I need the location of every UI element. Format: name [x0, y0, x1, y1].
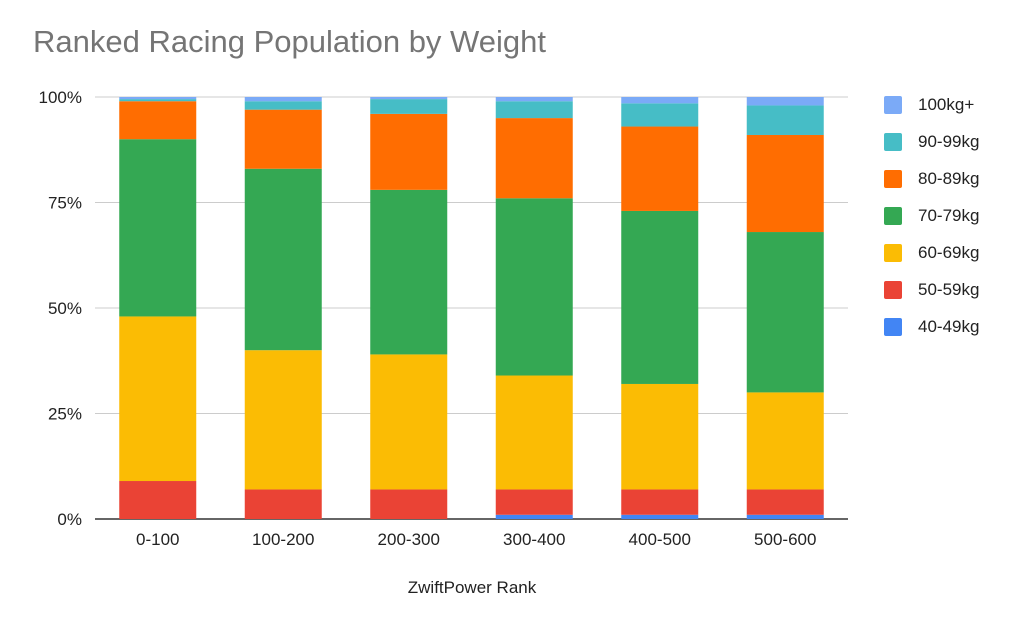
bar-segment — [495, 101, 573, 119]
bar-segment — [621, 514, 699, 519]
legend-swatch — [884, 169, 902, 188]
legend-item: 50-59kg — [884, 271, 979, 308]
bar-segment — [370, 189, 448, 355]
legend-label: 100kg+ — [918, 94, 975, 114]
bars — [119, 97, 824, 519]
bar-segment — [370, 113, 448, 190]
bar-segment — [495, 375, 573, 490]
legend-swatch — [884, 95, 902, 114]
legend-swatch — [884, 280, 902, 299]
bar-segment — [119, 101, 197, 140]
legend-item: 40-49kg — [884, 308, 979, 345]
y-axis-ticks: 0% 25% 50% 75% 100% — [39, 88, 82, 529]
bar-segment — [746, 134, 824, 233]
legend-item: 90-99kg — [884, 123, 979, 160]
x-tick-label: 200-300 — [378, 530, 440, 549]
bar-segment — [495, 489, 573, 515]
bar-segment — [370, 354, 448, 490]
bar-segment — [370, 99, 448, 114]
gridlines — [95, 96, 848, 520]
x-axis-title: ZwiftPower Rank — [407, 578, 537, 597]
legend-swatch — [884, 132, 902, 151]
y-tick-label: 50% — [48, 299, 82, 318]
bar-segment — [746, 105, 824, 135]
bar-segment — [746, 97, 824, 106]
legend-item: 80-89kg — [884, 160, 979, 197]
bar-segment — [621, 383, 699, 490]
bar-segment — [621, 489, 699, 515]
bar-segment — [495, 97, 573, 102]
bar-segment — [495, 198, 573, 376]
legend: 100kg+ 90-99kg 80-89kg 70-79kg 60-69kg 50-59k… — [884, 86, 979, 345]
bar-segment — [244, 97, 322, 102]
bar-segment — [244, 101, 322, 110]
bar-segment — [495, 118, 573, 199]
legend-label: 70-79kg — [918, 205, 980, 225]
legend-label: 60-69kg — [918, 242, 980, 262]
bar-segment — [244, 168, 322, 351]
x-tick-label: 300-400 — [503, 530, 565, 549]
bar-segment — [370, 97, 448, 100]
legend-swatch — [884, 243, 902, 262]
bar-segment — [746, 514, 824, 519]
bar-segment — [746, 392, 824, 490]
legend-label: 40-49kg — [918, 316, 980, 336]
x-tick-label: 400-500 — [629, 530, 691, 549]
bar-segment — [370, 489, 448, 519]
legend-item: 60-69kg — [884, 234, 979, 271]
bar-segment — [119, 316, 197, 482]
bar-segment — [119, 481, 197, 519]
y-tick-label: 75% — [48, 194, 82, 213]
bar-segment — [621, 210, 699, 384]
legend-label: 50-59kg — [918, 279, 980, 299]
legend-item: 70-79kg — [884, 197, 979, 234]
chart-title: Ranked Racing Population by Weight — [33, 24, 546, 59]
legend-swatch — [884, 206, 902, 225]
y-tick-label: 0% — [57, 510, 82, 529]
bar-segment — [119, 139, 197, 317]
y-tick-label: 100% — [39, 88, 82, 107]
bar-segment — [119, 97, 197, 100]
x-tick-label: 100-200 — [252, 530, 314, 549]
bar-segment — [244, 350, 322, 490]
bar-segment — [244, 489, 322, 519]
bar-segment — [621, 126, 699, 211]
bar-segment — [746, 232, 824, 393]
bar-segment — [495, 514, 573, 519]
bar-segment — [746, 489, 824, 515]
bar-segment — [119, 99, 197, 102]
bar-segment — [621, 103, 699, 127]
legend-swatch — [884, 317, 902, 336]
x-tick-label: 500-600 — [754, 530, 816, 549]
legend-item: 100kg+ — [884, 86, 979, 123]
y-tick-label: 25% — [48, 405, 82, 424]
legend-label: 90-99kg — [918, 131, 980, 151]
bar-segment — [621, 97, 699, 104]
bar-segment — [244, 109, 322, 169]
legend-label: 80-89kg — [918, 168, 980, 188]
x-axis-ticks: 0-100 100-200 200-300 300-400 400-500 500-600 — [136, 530, 816, 549]
x-tick-label: 0-100 — [136, 530, 179, 549]
